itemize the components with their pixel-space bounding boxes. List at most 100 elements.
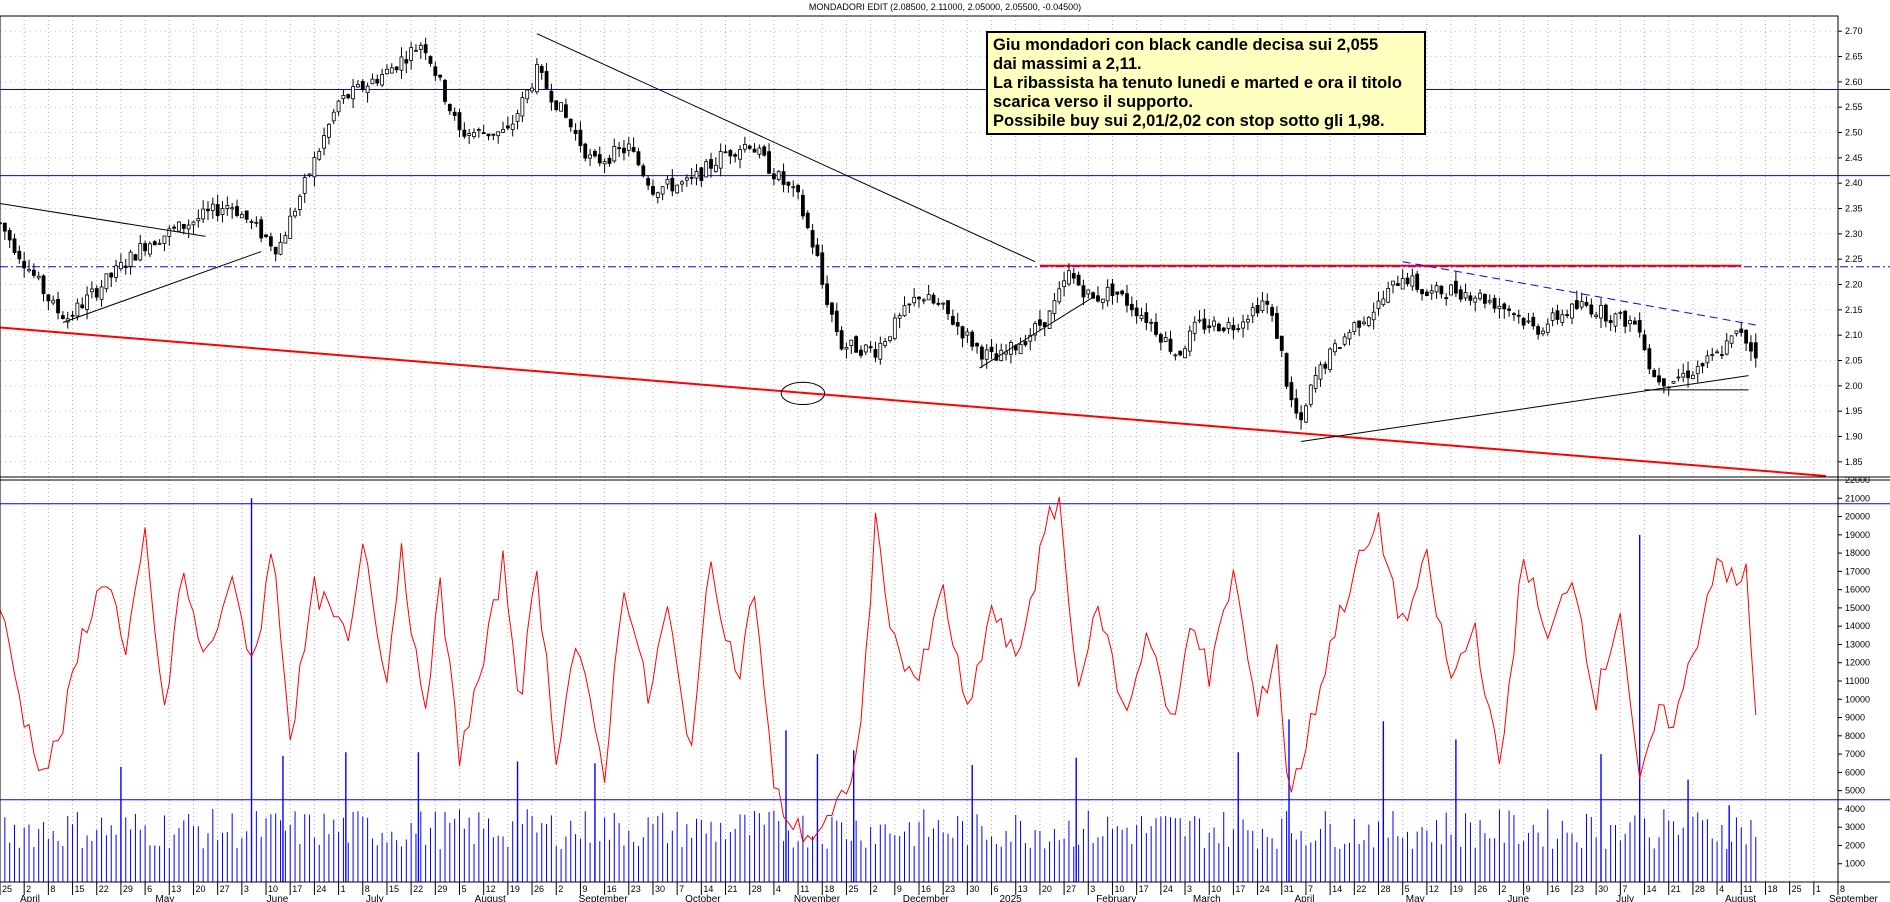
candle-body: [539, 66, 544, 73]
candle-body: [12, 238, 17, 254]
candle-body: [1076, 274, 1081, 286]
candle-body: [138, 243, 143, 261]
candle-body: [675, 184, 680, 194]
date-tick-label: 9: [582, 884, 587, 894]
candle-body: [0, 222, 2, 225]
candle-body: [244, 210, 249, 220]
candle-body: [1357, 320, 1362, 328]
date-tick-label: 12: [486, 884, 496, 894]
candle-body: [370, 78, 375, 85]
date-tick-label: 7: [679, 884, 684, 894]
date-tick-label: 23: [1574, 884, 1584, 894]
month-label: July: [366, 894, 384, 902]
date-tick-label: 2: [558, 884, 563, 894]
date-tick-label: 29: [437, 884, 447, 894]
candle-body: [1100, 298, 1105, 304]
month-label: August: [475, 894, 506, 902]
candle-body: [1628, 320, 1632, 325]
candle-body: [820, 252, 825, 285]
candle-body: [917, 296, 921, 300]
date-tick-label: 2: [873, 884, 878, 894]
candle-body: [1536, 326, 1541, 335]
candle-body: [481, 132, 486, 134]
candle-body: [1690, 374, 1695, 379]
osc-tick-label: 2000: [1845, 840, 1865, 850]
grid: [0, 16, 1839, 882]
price-tick-label: 2.55: [1845, 102, 1863, 112]
candle-body: [1347, 331, 1352, 340]
candle-body: [1333, 343, 1337, 353]
date-tick-label: 7: [1622, 884, 1627, 894]
candle-body: [738, 149, 742, 160]
candle-body: [1318, 364, 1323, 380]
osc-tick-label: 21000: [1845, 493, 1870, 503]
date-tick-label: 23: [945, 884, 955, 894]
candle-body: [1623, 310, 1628, 327]
candle-body: [206, 208, 210, 212]
candle-body: [525, 89, 530, 100]
candle-body: [941, 302, 946, 305]
price-tick-label: 2.25: [1845, 254, 1863, 264]
candle-body: [549, 90, 554, 103]
candle-body: [1038, 319, 1042, 326]
candle-body: [1632, 320, 1637, 325]
date-tick-label: 5: [462, 884, 467, 894]
price-tick-label: 2.40: [1845, 178, 1863, 188]
candle-body: [607, 157, 612, 164]
candle-body: [1560, 314, 1565, 323]
candle-body: [1594, 314, 1599, 318]
candle-body: [718, 151, 723, 169]
month-label: 2025: [999, 894, 1022, 902]
date-tick-label: 30: [1598, 884, 1608, 894]
candle-body: [1216, 323, 1221, 332]
date-tick-label: 16: [607, 884, 617, 894]
candle-body: [936, 302, 941, 305]
candle-body: [486, 133, 491, 137]
candle-body: [1676, 376, 1681, 379]
candle-body: [771, 173, 776, 180]
candle-body: [1226, 322, 1231, 330]
date-tick-label: 9: [897, 884, 902, 894]
osc-tick-label: 8000: [1845, 731, 1865, 741]
candle-body: [2, 222, 7, 232]
candle-body: [1661, 378, 1666, 387]
candle-body: [1270, 307, 1274, 316]
month-label: June: [1507, 894, 1529, 902]
candle-body: [593, 150, 597, 157]
candle-body: [1231, 324, 1236, 331]
candle-body: [1434, 285, 1439, 293]
candle-body: [1618, 311, 1623, 314]
candle-body: [931, 294, 936, 304]
candle-body: [462, 129, 467, 137]
candle-body: [17, 250, 22, 260]
candle-body: [94, 288, 99, 298]
candle-body: [1565, 314, 1570, 316]
candle-body: [530, 87, 534, 92]
candle-body: [172, 226, 177, 229]
candle-body: [1289, 382, 1294, 401]
candle-body: [1710, 354, 1715, 357]
candle-body: [1444, 297, 1449, 299]
candle-body: [1129, 303, 1134, 311]
candle-body: [892, 317, 897, 339]
candle-body: [31, 269, 36, 276]
osc-tick-label: 3000: [1845, 822, 1865, 832]
date-tick-label: 27: [220, 884, 230, 894]
candle-body: [834, 310, 839, 332]
month-label: April: [20, 894, 40, 902]
date-tick-label: 13: [171, 884, 181, 894]
osc-tick-label: 5000: [1845, 786, 1865, 796]
candle-body: [360, 81, 365, 90]
candle-body: [665, 178, 670, 185]
candle-body: [713, 164, 718, 172]
date-tick-label: 26: [1477, 884, 1487, 894]
candle-body: [622, 147, 626, 154]
candle-body: [389, 67, 394, 74]
candle-body: [288, 215, 293, 239]
annotation-line-3: La ribassista ha tenuto lunedi e marted …: [993, 74, 1402, 92]
candle-body: [327, 123, 331, 138]
candle-body: [409, 47, 414, 61]
month-label: February: [1096, 894, 1136, 902]
date-tick-label: 24: [1163, 884, 1173, 894]
osc-tick-label: 7000: [1845, 749, 1865, 759]
